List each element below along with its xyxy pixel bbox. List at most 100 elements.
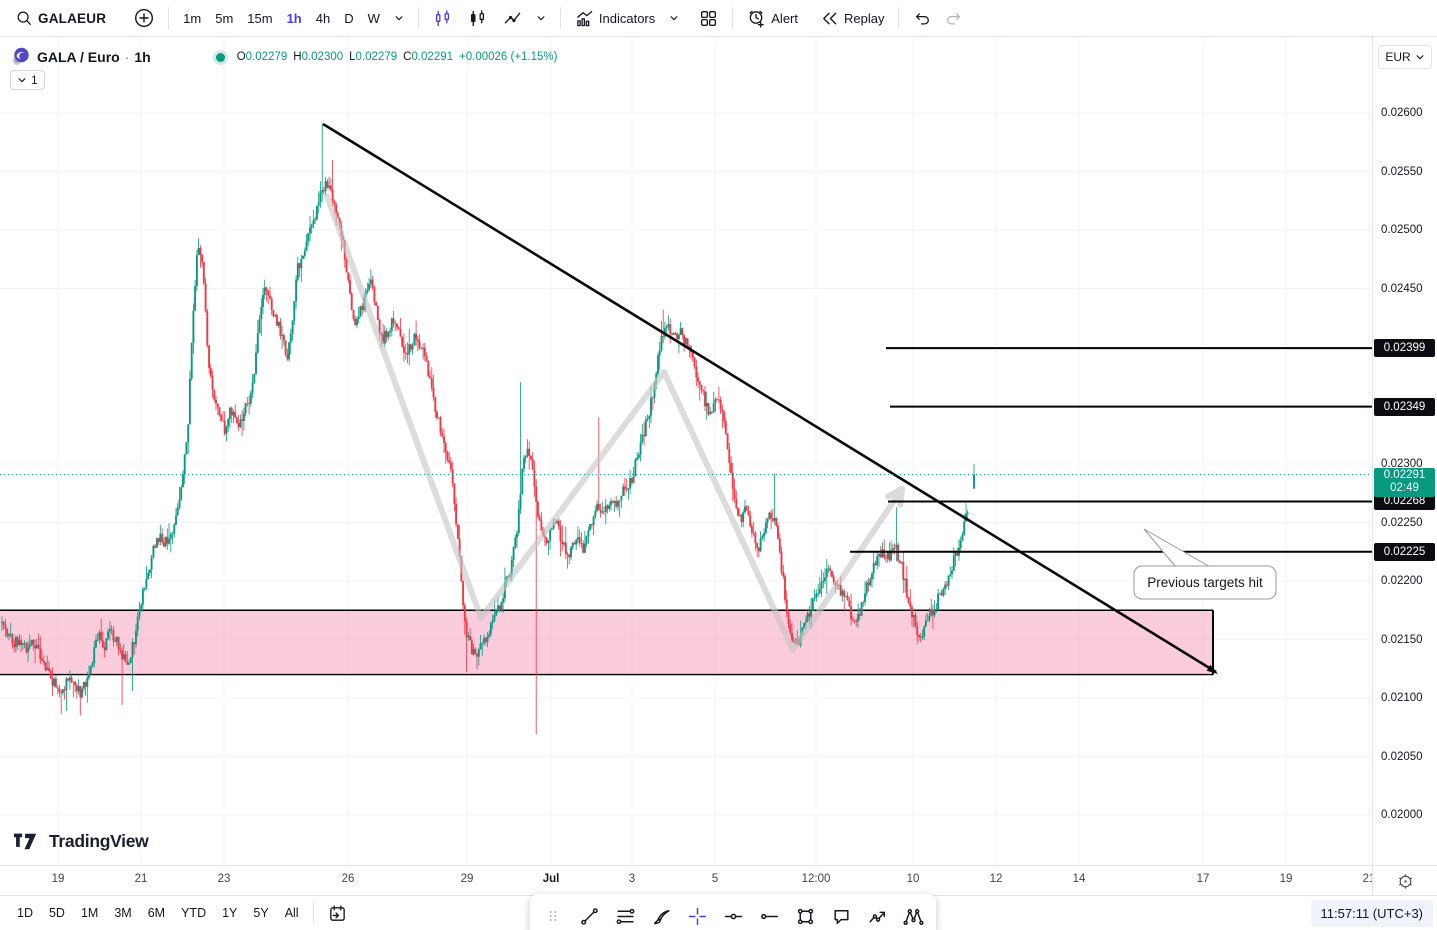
range-button-3m[interactable]: 3M bbox=[114, 906, 132, 920]
undo-button[interactable] bbox=[906, 5, 938, 31]
interval-group: 1m 5m 15m 1h 4h D W bbox=[176, 7, 387, 30]
search-icon bbox=[15, 9, 33, 27]
bar-countdown: 02:49 bbox=[1390, 482, 1419, 495]
high-label: H bbox=[293, 51, 302, 63]
hollow-candles-button[interactable] bbox=[461, 5, 494, 32]
chart-type-menu-button[interactable] bbox=[529, 9, 553, 27]
axis-settings-corner[interactable] bbox=[1372, 865, 1437, 896]
time-tick-21: 21 bbox=[134, 873, 148, 885]
chart-pane[interactable]: Previous targets hit bbox=[0, 37, 1373, 865]
interval-button-1h[interactable]: 1h bbox=[286, 10, 302, 26]
price-tick-0.02000: 0.02000 bbox=[1381, 809, 1423, 821]
xabcd-pattern-tool-icon[interactable] bbox=[896, 899, 930, 930]
price-tick-0.02250: 0.02250 bbox=[1381, 516, 1423, 529]
interval-button-4h[interactable]: 4h bbox=[315, 10, 331, 26]
range-button-ytd[interactable]: YTD bbox=[181, 906, 207, 920]
grid-lines bbox=[0, 37, 1373, 865]
timezone-clock[interactable]: 11:57:11 (UTC+3) bbox=[1310, 900, 1433, 927]
brush-tool-icon[interactable] bbox=[644, 899, 678, 930]
top-toolbar: GALAEUR 1m 5m 15m 1h 4h D W Indicators Alert R… bbox=[0, 0, 1437, 37]
indicators-button[interactable]: Indicators bbox=[568, 5, 662, 32]
range-button-all[interactable]: All bbox=[284, 906, 299, 920]
candlesticks[interactable] bbox=[1, 123, 975, 735]
time-tick-12:00: 12:00 bbox=[801, 873, 831, 885]
time-tick-17: 17 bbox=[1196, 873, 1210, 885]
support-zone-drawing[interactable] bbox=[0, 609, 1214, 676]
gala-coin-logo bbox=[10, 47, 30, 67]
time-axis[interactable]: 19 21 23 26 29 Jul 3 5 12:00 10 12 14 17 19 21 bbox=[0, 865, 1375, 896]
target-level-lines[interactable] bbox=[850, 347, 1373, 553]
interval-menu-button[interactable] bbox=[387, 9, 411, 27]
candles-button[interactable] bbox=[426, 5, 459, 32]
replay-button[interactable]: Replay bbox=[813, 5, 891, 32]
alert-clock-icon bbox=[747, 9, 766, 28]
horizontal-lines-tool-icon[interactable] bbox=[608, 899, 642, 930]
toolbar-divider bbox=[898, 7, 900, 29]
current-price-badge: 0.02291 02:49 bbox=[1374, 467, 1435, 497]
current-price-value: 0.02291 bbox=[1383, 469, 1426, 482]
price-tick-0.02300: 0.02300 bbox=[1381, 458, 1423, 470]
rectangle-tool-icon[interactable] bbox=[788, 899, 822, 930]
chart-type-group bbox=[426, 5, 529, 32]
price-tick-0.02100: 0.02100 bbox=[1381, 692, 1423, 704]
time-tick-23: 23 bbox=[217, 873, 231, 885]
plus-circle-icon bbox=[134, 8, 154, 28]
time-tick-5: 5 bbox=[711, 873, 719, 885]
currency-label: EUR bbox=[1385, 50, 1411, 64]
interval-button-D[interactable]: D bbox=[344, 10, 354, 26]
range-button-5y[interactable]: 5Y bbox=[253, 906, 269, 920]
horizontal-ray-dot-tool-icon[interactable] bbox=[716, 899, 750, 930]
range-button-6m[interactable]: 6M bbox=[147, 906, 166, 920]
range-button-1y[interactable]: 1Y bbox=[222, 906, 238, 920]
price-tick-0.02550: 0.02550 bbox=[1381, 165, 1423, 178]
indicators-menu-button[interactable] bbox=[662, 9, 686, 27]
time-tick-14: 14 bbox=[1072, 873, 1086, 885]
interval-button-1m[interactable]: 1m bbox=[183, 10, 202, 26]
toolbar-divider bbox=[559, 7, 561, 29]
toolbar-divider bbox=[168, 7, 170, 29]
price-axis[interactable]: EUR 0.02600 0.02550 0.02500 0.02450 0.02300 0… bbox=[1372, 37, 1437, 865]
goto-date-button[interactable] bbox=[321, 900, 354, 927]
low-label: L bbox=[349, 51, 356, 63]
level-price-badge-0.02225: 0.02225 bbox=[1374, 542, 1435, 561]
compare-add-button[interactable] bbox=[127, 4, 161, 32]
line-chart-button[interactable] bbox=[496, 5, 529, 32]
pane-header: GALA / Euro · 1h O0.02279 H0.02300 L0.02… bbox=[10, 47, 557, 67]
interval-button-15m[interactable]: 15m bbox=[247, 10, 273, 26]
redo-icon bbox=[945, 9, 963, 27]
tradingview-logo[interactable]: TradingView bbox=[14, 831, 149, 852]
redo-button[interactable] bbox=[938, 5, 970, 31]
interval-button-5m[interactable]: 5m bbox=[215, 10, 234, 26]
alert-button[interactable]: Alert bbox=[740, 5, 805, 32]
low-value: 0.02279 bbox=[355, 51, 398, 63]
chevron-down-icon bbox=[1415, 52, 1425, 62]
callout-annotation[interactable]: Previous targets hit bbox=[1133, 528, 1277, 600]
layout-button[interactable] bbox=[692, 5, 725, 32]
drag-dots-icon[interactable] bbox=[536, 899, 570, 930]
range-button-1m[interactable]: 1M bbox=[80, 906, 99, 920]
undo-icon bbox=[913, 9, 931, 27]
trendline-drawing[interactable] bbox=[322, 122, 1218, 674]
toolbar-divider bbox=[312, 902, 314, 924]
range-button-1d[interactable]: 1D bbox=[17, 906, 33, 920]
interval-button-W[interactable]: W bbox=[367, 10, 380, 26]
callout-text: Previous targets hit bbox=[1147, 575, 1263, 590]
range-button-5d[interactable]: 5D bbox=[48, 906, 65, 920]
arrow-trend-tool-icon[interactable] bbox=[860, 899, 894, 930]
date-range-group: 1D 5D 1M 3M 6M YTD 1Y 5Y All bbox=[10, 902, 306, 924]
pane-count-button[interactable]: 1 bbox=[10, 70, 45, 90]
chart-workspace: Previous targets hit GALA / Euro · 1h O0… bbox=[0, 37, 1437, 896]
symbol-search-button[interactable]: GALAEUR bbox=[8, 5, 113, 31]
pane-count-value: 1 bbox=[31, 73, 38, 87]
chevron-down-icon bbox=[17, 75, 27, 85]
currency-selector[interactable]: EUR bbox=[1378, 45, 1432, 69]
toolbar-divider bbox=[732, 7, 734, 29]
price-tick-0.02600: 0.02600 bbox=[1381, 107, 1423, 119]
trendline-tool-icon[interactable] bbox=[572, 899, 606, 930]
ray-tool-icon[interactable] bbox=[752, 899, 786, 930]
layout-grid-icon bbox=[699, 9, 718, 28]
cross-tool-icon[interactable] bbox=[680, 899, 714, 930]
comment-tool-icon[interactable] bbox=[824, 899, 858, 930]
symbol-title[interactable]: GALA / Euro · 1h bbox=[37, 49, 151, 65]
symbol-name: GALAEUR bbox=[38, 10, 107, 26]
